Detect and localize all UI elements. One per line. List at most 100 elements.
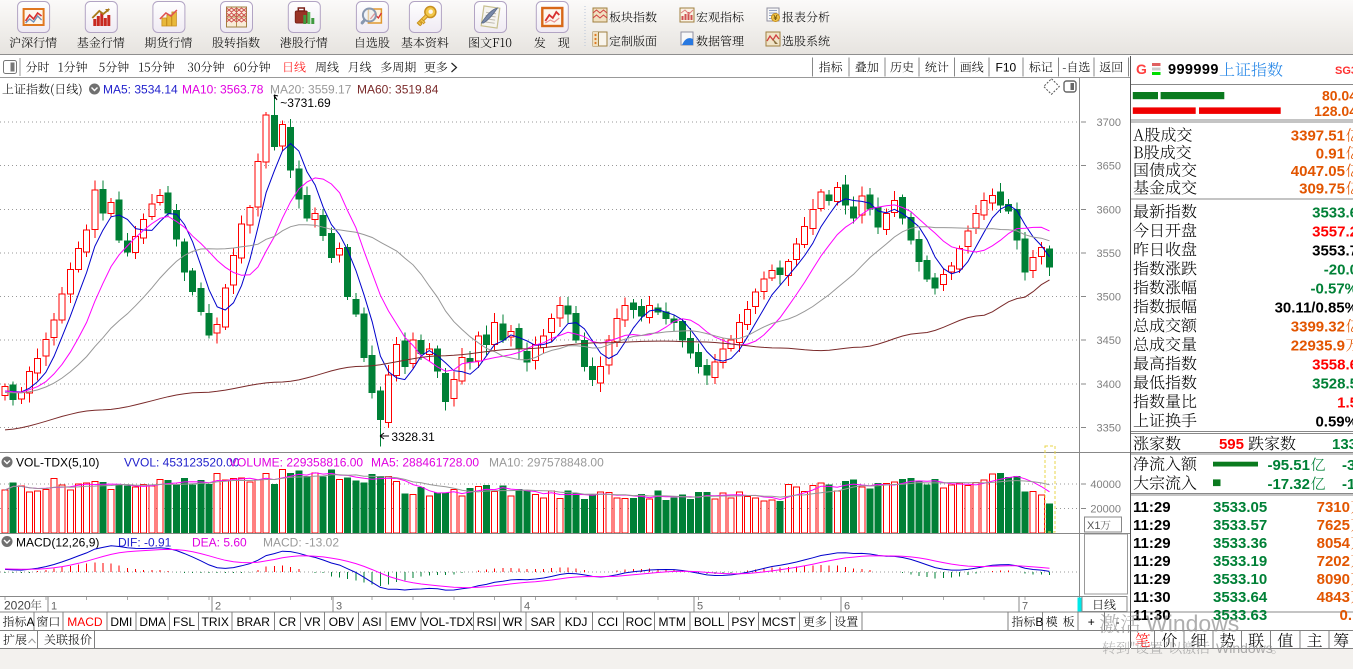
svg-text:5: 5 (697, 601, 703, 613)
svg-text:F10: F10 (996, 61, 1017, 75)
svg-text:MA10: 3563.78: MA10: 3563.78 (182, 83, 264, 97)
svg-text:MACD: MACD (67, 615, 103, 629)
svg-text:PSY: PSY (731, 615, 755, 629)
svg-text:22935.9: 22935.9 (1291, 337, 1345, 354)
svg-text:MACD: -13.02: MACD: -13.02 (263, 536, 339, 550)
svg-text:595: 595 (1219, 436, 1244, 453)
svg-text:40000: 40000 (1090, 479, 1121, 491)
svg-text:2: 2 (215, 601, 221, 613)
svg-text:MA20: 3559.17: MA20: 3559.17 (270, 83, 352, 97)
svg-text:FSL: FSL (173, 615, 195, 629)
svg-text:11:29: 11:29 (1133, 571, 1171, 588)
svg-text:MA5: 288461728.00: MA5: 288461728.00 (371, 456, 479, 470)
svg-text:CCI: CCI (598, 615, 619, 629)
svg-text:128.04: 128.04 (1314, 103, 1353, 119)
svg-text:-20.0: -20.0 (1324, 261, 1353, 278)
svg-text:11:30: 11:30 (1133, 589, 1171, 606)
svg-text:CR: CR (279, 615, 297, 629)
svg-text:7: 7 (1022, 601, 1028, 613)
svg-text:ROC: ROC (626, 615, 653, 629)
svg-text:¥: ¥ (773, 13, 778, 22)
svg-text:0.91: 0.91 (1316, 145, 1345, 162)
svg-text:3399.32: 3399.32 (1291, 318, 1345, 335)
svg-text:MCST: MCST (762, 615, 797, 629)
svg-text:3533.57: 3533.57 (1213, 517, 1267, 534)
svg-text:3397.51: 3397.51 (1291, 128, 1345, 145)
svg-text:8054: 8054 (1317, 535, 1351, 552)
svg-text:3533.19: 3533.19 (1213, 553, 1267, 570)
svg-text:0.: 0. (1339, 607, 1352, 624)
svg-text:DEA: 5.60: DEA: 5.60 (192, 536, 247, 550)
svg-text:-95.51: -95.51 (1267, 457, 1310, 474)
svg-text:309.75: 309.75 (1299, 181, 1345, 198)
svg-text:Windows: Windows (1216, 640, 1273, 656)
svg-text:DMI: DMI (110, 615, 132, 629)
svg-text:3533.36: 3533.36 (1213, 535, 1267, 552)
svg-text:VR: VR (304, 615, 321, 629)
svg-text:MTM: MTM (659, 615, 686, 629)
svg-text:3350: 3350 (1097, 422, 1121, 434)
svg-text:3553.7: 3553.7 (1312, 242, 1353, 259)
svg-text:1.5: 1.5 (1337, 394, 1353, 411)
svg-text:A: A (27, 615, 35, 629)
svg-text:4843: 4843 (1317, 589, 1350, 606)
svg-text:3328.31: 3328.31 (391, 430, 435, 444)
svg-text:VOLUME: 229358816.00: VOLUME: 229358816.00 (229, 456, 363, 470)
svg-text:3600: 3600 (1097, 204, 1121, 216)
svg-text:30.11/0.85%: 30.11/0.85% (1275, 299, 1353, 316)
svg-text:TRIX: TRIX (202, 615, 229, 629)
svg-text:3528.5: 3528.5 (1312, 375, 1353, 392)
svg-text:1333: 1333 (1332, 436, 1353, 453)
svg-text:3533.63: 3533.63 (1213, 607, 1267, 624)
svg-text:11:29: 11:29 (1133, 499, 1171, 516)
svg-text:4: 4 (524, 601, 530, 613)
svg-text:7310: 7310 (1317, 499, 1350, 516)
svg-text:3: 3 (336, 601, 342, 613)
svg-text:80.04: 80.04 (1322, 87, 1353, 103)
svg-text:G: G (1136, 61, 1147, 77)
svg-text:RSI: RSI (477, 615, 497, 629)
svg-text:11:29: 11:29 (1133, 517, 1171, 534)
svg-text:EMV: EMV (390, 615, 416, 629)
svg-text:11:30: 11:30 (1133, 607, 1171, 624)
svg-text:BRAR: BRAR (237, 615, 271, 629)
svg-text:MA10: 297578848.00: MA10: 297578848.00 (489, 456, 604, 470)
svg-text:DMA: DMA (139, 615, 166, 629)
svg-text:1: 1 (51, 601, 57, 613)
svg-text:+: + (1088, 615, 1095, 629)
svg-text:SG3: SG3 (1335, 65, 1353, 77)
svg-text:3533.05: 3533.05 (1213, 499, 1267, 516)
svg-text:3533.6: 3533.6 (1312, 204, 1353, 221)
svg-text:B: B (1035, 615, 1043, 629)
svg-text:4047.05: 4047.05 (1291, 163, 1345, 180)
svg-text:-3.2: -3.2 (1342, 457, 1353, 474)
svg-text:MACD(12,26,9): MACD(12,26,9) (16, 536, 99, 550)
svg-text:20000: 20000 (1090, 504, 1121, 516)
svg-text:3558.6: 3558.6 (1312, 356, 1353, 373)
svg-text:6: 6 (844, 601, 850, 613)
svg-text:SAR: SAR (530, 615, 555, 629)
svg-text:7202: 7202 (1317, 553, 1350, 570)
svg-text:8090: 8090 (1317, 571, 1350, 588)
svg-text:11:29: 11:29 (1133, 535, 1171, 552)
svg-text:MA5: 3534.14: MA5: 3534.14 (103, 83, 178, 97)
svg-text:3500: 3500 (1097, 292, 1121, 304)
svg-text:OBV: OBV (329, 615, 354, 629)
svg-text:999999: 999999 (1168, 62, 1219, 78)
svg-text:MA60: 3519.84: MA60: 3519.84 (357, 83, 439, 97)
svg-text:-1.5: -1.5 (1342, 476, 1353, 493)
svg-text:0.59%: 0.59% (1315, 413, 1353, 430)
svg-text:3650: 3650 (1097, 161, 1121, 173)
svg-text:BOLL: BOLL (694, 615, 725, 629)
svg-text:Windows: Windows (1146, 611, 1239, 637)
svg-text:7625: 7625 (1317, 517, 1350, 534)
svg-text:2020: 2020 (4, 599, 31, 613)
svg-text:3533.10: 3533.10 (1213, 571, 1267, 588)
svg-text:~3731.69: ~3731.69 (280, 96, 331, 110)
svg-text:3533.64: 3533.64 (1213, 589, 1268, 606)
svg-text:3700: 3700 (1097, 117, 1121, 129)
svg-text:VVOL: 453123520.00: VVOL: 453123520.00 (124, 456, 240, 470)
svg-text:-17.32: -17.32 (1267, 476, 1310, 493)
svg-text:WR: WR (503, 615, 523, 629)
svg-text:VOL-TDX(5,10): VOL-TDX(5,10) (16, 456, 99, 470)
